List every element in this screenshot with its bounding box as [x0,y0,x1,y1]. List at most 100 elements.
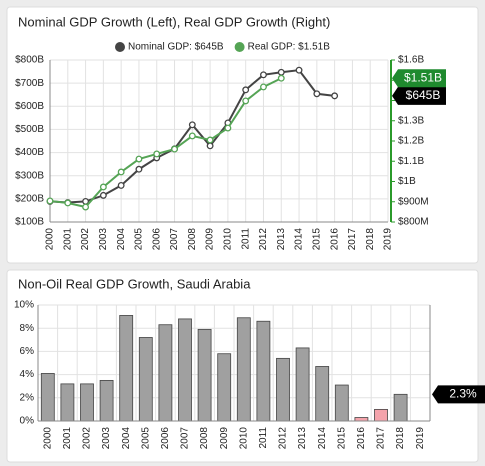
x-tick-label: 2011 [240,228,251,250]
x-tick-label: 2016 [356,427,367,450]
point [242,97,250,105]
point [188,121,196,129]
point [153,150,161,158]
point [206,136,214,144]
x-tick-label: 2000 [42,427,53,450]
point [295,66,303,74]
x-tick-label: 2019 [383,228,394,251]
bar [334,384,349,422]
x-tick-label: 2017 [376,427,387,450]
y2-tick-label: $800M [398,217,429,228]
point [188,132,196,140]
y2-tick-label: $1B [398,176,416,187]
value-tag-bg [392,86,446,105]
x-tick-label: 2006 [160,427,171,450]
x-tick-label: 2000 [45,228,56,251]
y-tick-label: $100B [15,217,44,228]
point [313,90,321,98]
point [117,181,125,189]
bar [236,317,251,422]
bar [354,417,369,422]
x-tick-label: 2008 [199,427,210,450]
x-tick-label: 2004 [116,228,127,251]
series-line [49,77,282,209]
legend-label: Real GDP: $1.51B [248,42,331,53]
x-tick-label: 2018 [395,427,406,450]
y-tick-label: $800B [15,55,44,66]
bar [40,373,55,422]
legend-swatch [115,42,125,52]
x-tick-label: 2002 [80,228,91,251]
value-tag-bg [392,69,446,88]
x-tick-label: 2007 [180,427,191,450]
y-tick-label: $500B [15,124,44,135]
point [224,124,232,132]
bar [80,383,94,422]
bar [197,328,212,422]
x-tick-label: 2013 [297,427,308,450]
y-tick-label: $200B [15,193,44,204]
x-tick-label: 2014 [317,427,328,450]
x-tick-label: 2004 [121,427,132,450]
point [331,92,339,100]
y2-tick-label: $1.1B [398,156,424,167]
point [46,197,54,205]
value-tag-bg [432,385,485,404]
point [117,168,125,176]
y2-tick-label: $900M [398,196,429,207]
y-tick-label: 4% [20,369,35,380]
y-tick-label: 8% [20,323,35,334]
x-tick-label: 2007 [169,228,180,251]
y-tick-label: 10% [14,300,34,311]
y-tick-label: $400B [15,147,44,158]
value-tag: 2.3% [449,386,477,400]
bar [158,324,173,422]
y2-tick-label: $1.3B [398,115,424,126]
x-tick-label: 2008 [187,228,198,251]
x-tick-label: 2010 [238,427,249,450]
point [135,165,143,173]
legend-label: Nominal GDP: $645B [128,42,224,53]
bar [99,379,114,422]
x-tick-label: 2003 [98,228,109,251]
x-tick-label: 2015 [311,228,322,251]
x-tick-label: 2015 [336,427,347,450]
y-tick-label: 2% [20,392,35,403]
point [64,199,72,207]
point [260,83,267,91]
y-tick-label: $700B [15,78,44,89]
x-tick-label: 2005 [134,228,145,251]
y-tick-label: 0% [20,416,35,427]
point [82,203,90,211]
x-tick-label: 2002 [82,427,93,450]
value-tag: $645B [406,88,441,102]
bar [178,318,192,422]
bar [256,320,271,422]
x-tick-label: 2014 [294,228,305,251]
point [277,74,285,82]
x-tick-label: 2012 [278,427,289,450]
point [99,191,107,199]
x-tick-label: 2011 [258,427,269,449]
x-tick-label: 2016 [329,228,340,251]
y-tick-label: 6% [20,346,35,357]
legend-swatch [234,42,245,52]
bar [374,408,388,422]
x-tick-label: 2006 [151,228,162,251]
y-tick-label: $300B [15,170,44,181]
chart-title: Nominal GDP Growth (Left), Real GDP Grow… [18,14,330,29]
x-tick-label: 2019 [415,427,426,450]
x-tick-label: 2001 [62,427,73,450]
y2-tick-label: $1.2B [398,136,424,147]
bar [217,353,232,422]
value-tag: $1.51B [404,70,442,84]
point [171,145,178,153]
bar [138,337,153,422]
x-tick-label: 2018 [365,228,376,251]
bar [315,366,330,422]
point [260,71,267,79]
bar [393,393,408,422]
x-tick-label: 2001 [62,228,73,251]
x-tick-label: 2017 [347,228,358,251]
